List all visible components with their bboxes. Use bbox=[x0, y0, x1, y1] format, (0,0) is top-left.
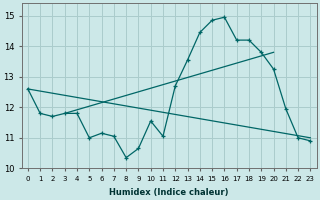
X-axis label: Humidex (Indice chaleur): Humidex (Indice chaleur) bbox=[109, 188, 229, 197]
